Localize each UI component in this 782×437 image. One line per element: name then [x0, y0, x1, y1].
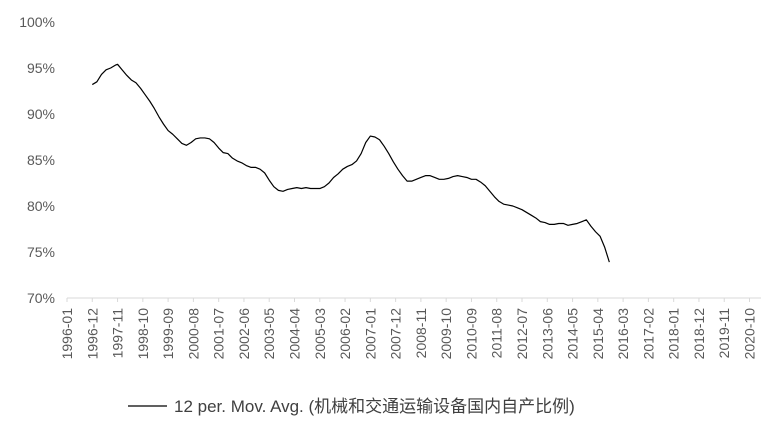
x-tick-label: 1998-10: [135, 308, 151, 360]
x-tick-label: 1999-09: [160, 308, 176, 360]
legend: 12 per. Mov. Avg. (机械和交通运输设备国内自产比例): [128, 397, 575, 416]
x-tick-label: 2018-12: [691, 308, 707, 360]
x-tick-label: 2011-08: [489, 308, 505, 359]
x-tick-label: 2020-10: [742, 308, 758, 360]
y-tick-label: 95%: [27, 60, 55, 76]
x-tick-label: 2016-03: [615, 308, 631, 360]
x-tick-label: 2009-10: [438, 308, 454, 360]
x-tick-label: 2008-11: [413, 308, 429, 359]
x-tick-label: 2002-06: [236, 308, 252, 360]
x-tick-label: 2004-04: [287, 308, 303, 360]
y-tick-label: 75%: [27, 244, 55, 260]
x-axis-tick-labels: 1996-01 1996-12 1997-11 1998-10 1999-09 2000-…: [59, 308, 758, 360]
x-tick-label: 2014-05: [565, 308, 581, 360]
x-tick-label: 2007-12: [388, 308, 404, 360]
x-tick-label: 2006-02: [337, 308, 353, 360]
x-tick-label: 2017-02: [640, 308, 656, 360]
x-tick-label: 2015-04: [590, 308, 606, 360]
y-tick-label: 70%: [27, 290, 55, 306]
x-tick-label: 2019-11: [716, 308, 732, 359]
series-line: [91, 63, 610, 263]
x-tick-label: 2001-07: [211, 308, 227, 360]
legend-label: 12 per. Mov. Avg. (机械和交通运输设备国内自产比例): [174, 397, 575, 416]
x-tick-label: 2005-03: [312, 308, 328, 360]
x-tick-label: 2000-08: [185, 308, 201, 360]
y-axis-tick-labels: 70% 75% 80% 85% 90% 95% 100%: [19, 14, 55, 306]
y-tick-label: 80%: [27, 198, 55, 214]
x-tick-label: 2018-01: [666, 308, 682, 360]
x-tick-label: 1996-01: [59, 308, 75, 360]
x-tick-label: 2012-07: [514, 308, 530, 360]
y-tick-label: 90%: [27, 106, 55, 122]
x-tick-label: 1996-12: [84, 308, 100, 360]
x-tick-label: 2013-06: [539, 308, 555, 360]
x-tick-label: 1997-11: [110, 308, 126, 359]
x-tick-label: 2007-01: [362, 308, 378, 360]
x-axis-tick-marks: [66, 298, 751, 302]
x-tick-label: 2003-05: [261, 308, 277, 360]
y-tick-label: 85%: [27, 152, 55, 168]
x-tick-label: 2010-09: [463, 308, 479, 360]
y-tick-label: 100%: [19, 14, 55, 30]
